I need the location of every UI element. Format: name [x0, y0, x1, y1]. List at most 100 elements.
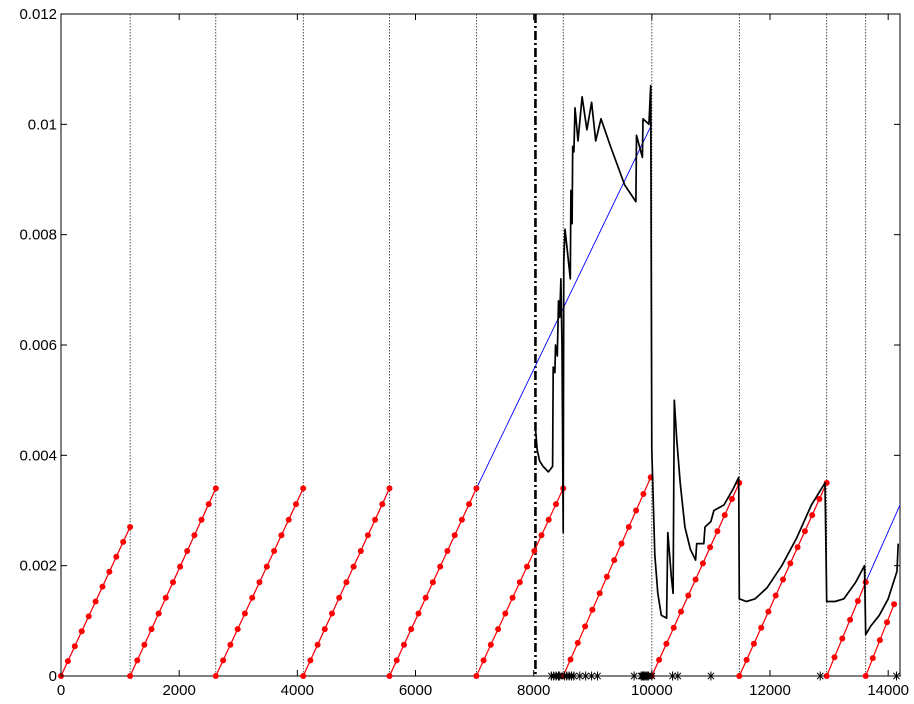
red-data-point [155, 610, 162, 617]
red-data-point [625, 524, 632, 530]
red-data-point [212, 673, 219, 679]
x-tick-label: 2000 [162, 682, 195, 699]
red-data-point [437, 563, 444, 570]
red-data-point [364, 532, 371, 539]
red-data-point [458, 516, 465, 523]
red-data-point [670, 624, 677, 631]
red-data-point [336, 594, 343, 601]
red-data-point [141, 641, 148, 648]
red-data-point [538, 532, 545, 539]
red-data-point [862, 579, 869, 586]
black-series [534, 84, 900, 636]
x-tick-label: 0 [57, 682, 65, 699]
red-data-point [466, 501, 473, 508]
red-data-point [891, 601, 898, 608]
red-data-point [531, 548, 538, 554]
segment-boundaries [129, 14, 867, 676]
red-data-point [64, 658, 71, 665]
red-data-point [113, 553, 120, 560]
asterisk-marker [587, 671, 597, 681]
red-data-point [884, 619, 890, 626]
red-data-point [350, 563, 357, 570]
red-data-point [263, 563, 270, 570]
red-data-point [429, 579, 436, 586]
red-data-point [524, 563, 530, 570]
red-data-point [415, 610, 422, 617]
red-data-point [839, 635, 846, 642]
red-data-point [831, 654, 838, 661]
red-data-point [618, 540, 625, 547]
red-data-point [516, 579, 523, 586]
red-data-point [321, 626, 328, 633]
red-data-point [249, 594, 256, 601]
red-data-point [714, 528, 721, 535]
red-data-point [379, 501, 386, 508]
red-data-point [869, 655, 876, 662]
red-data-point [170, 579, 176, 586]
red-data-point [451, 532, 458, 539]
red-data-point [220, 657, 227, 664]
y-tick-label: 0.01 [28, 116, 57, 133]
red-data-point [271, 548, 278, 554]
red-data-point [596, 590, 603, 597]
red-data-point [633, 507, 640, 514]
red-line-segment [826, 581, 867, 677]
asterisk-marker [575, 671, 585, 681]
y-axis: 0 0.002 0.004 0.006 0.008 0.01 0.012 [19, 6, 900, 685]
red-data-point [567, 656, 574, 663]
red-dot-series [58, 474, 898, 679]
red-data-point [473, 673, 480, 679]
red-data-point [444, 548, 451, 554]
red-data-point [603, 573, 610, 580]
red-data-point [794, 544, 801, 551]
red-data-point [707, 544, 714, 551]
red-data-point [85, 613, 92, 620]
red-data-point [285, 516, 292, 523]
black-line [534, 84, 900, 636]
red-data-point [553, 501, 559, 508]
red-data-point [736, 673, 743, 679]
x-tick-label: 6000 [399, 682, 432, 699]
red-data-point [106, 568, 113, 575]
red-data-point [314, 641, 321, 648]
red-data-point [127, 673, 134, 679]
asterisk-marker [815, 671, 825, 681]
y-tick-label: 0.002 [19, 558, 57, 575]
red-data-point [120, 538, 127, 545]
red-data-point [212, 485, 219, 492]
red-data-point [343, 579, 350, 586]
red-data-point [329, 610, 335, 617]
red-data-point [177, 563, 184, 570]
asterisk-marker [673, 671, 683, 681]
x-tick-label: 10000 [631, 682, 673, 699]
asterisk-markers [546, 671, 901, 681]
red-data-point [127, 524, 134, 530]
red-data-point [765, 608, 772, 615]
x-tick-label: 4000 [281, 682, 314, 699]
red-data-point [678, 608, 684, 615]
red-data-point [787, 560, 794, 567]
red-data-point [278, 532, 285, 539]
red-data-point [509, 594, 516, 601]
y-tick-label: 0.004 [19, 447, 57, 464]
x-tick-label: 8000 [517, 682, 550, 699]
red-data-point [780, 576, 786, 583]
red-data-point [99, 583, 106, 590]
red-data-point [184, 548, 191, 554]
red-data-point [699, 560, 706, 567]
asterisk-marker [592, 671, 602, 681]
blue-line-segment [389, 124, 653, 677]
red-data-point [134, 657, 141, 664]
x-axis: 0 2000 4000 6000 8000 10000 12000 14000 [57, 14, 909, 699]
red-data-point [772, 592, 779, 599]
y-tick-label: 0 [49, 668, 57, 685]
red-data-point [386, 673, 393, 679]
x-tick-label: 14000 [867, 682, 909, 699]
red-data-point [162, 594, 169, 601]
red-data-point [205, 501, 212, 508]
red-data-point [758, 624, 765, 631]
red-data-point [300, 673, 307, 679]
red-data-point [816, 496, 823, 502]
asterisk-marker [706, 671, 716, 681]
red-data-point [307, 657, 314, 664]
